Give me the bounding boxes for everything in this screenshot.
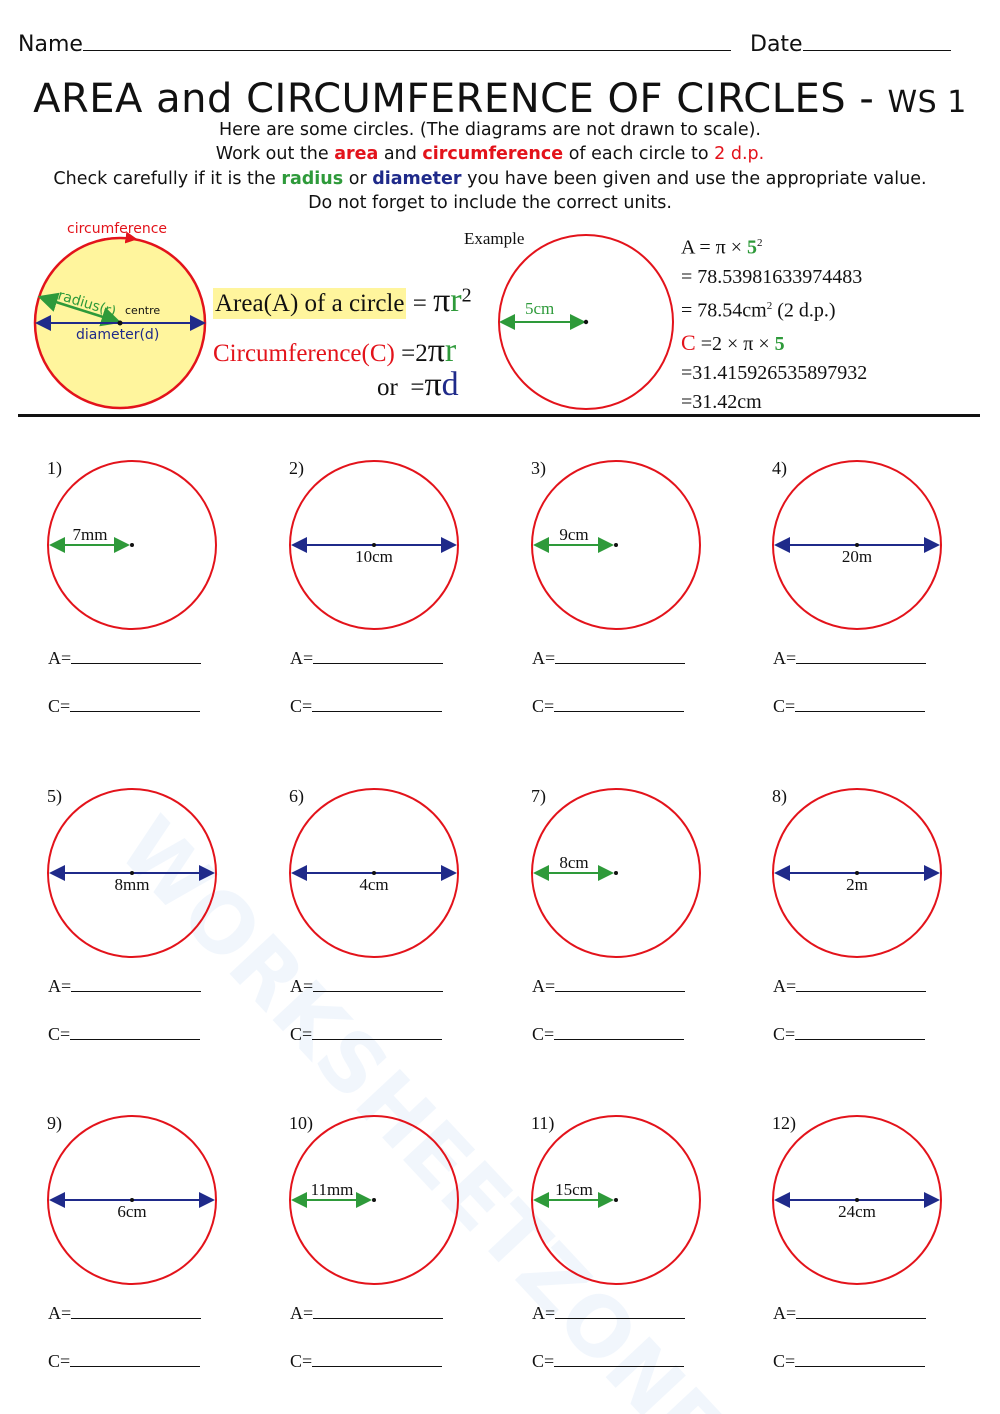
problem-circle: 20m: [772, 460, 942, 630]
instruction-line-4: Do not forget to include the correct uni…: [308, 193, 672, 213]
area-answer-field[interactable]: A=: [48, 648, 202, 669]
area-answer-field[interactable]: A=: [773, 976, 927, 997]
section-divider: [18, 414, 980, 417]
problem-number: 6): [289, 786, 304, 806]
diameter-label: 4cm: [359, 875, 388, 894]
area-formula: Area(A) of a circle = πr2: [213, 282, 472, 319]
problem-number: 2): [289, 458, 304, 478]
circle-parts-diagram: radius(r) centre diameter(d): [33, 215, 207, 410]
circumference-answer-field[interactable]: C=: [290, 1024, 443, 1045]
circumference-answer-field[interactable]: C=: [532, 1024, 685, 1045]
circumference-answer-field[interactable]: C=: [773, 696, 926, 717]
centre-label: centre: [125, 304, 160, 317]
radius-label: 8cm: [559, 853, 588, 872]
area-answer-field[interactable]: A=: [773, 648, 927, 669]
problem-circle: 4cm: [289, 788, 459, 958]
area-answer-field[interactable]: A=: [290, 1303, 444, 1324]
problem-number: 8): [772, 786, 787, 806]
instruction-line-1: Here are some circles. (The diagrams are…: [219, 120, 761, 140]
radius-label: 7mm: [73, 525, 108, 544]
date-label: Date: [750, 32, 803, 57]
area-answer-field[interactable]: A=: [290, 976, 444, 997]
diameter-label: 10cm: [355, 547, 393, 566]
example-circ-step-2: =31.415926535897932: [681, 362, 868, 385]
problem-number: 5): [47, 786, 62, 806]
circumference-answer-field[interactable]: C=: [290, 1351, 443, 1372]
problem-number: 4): [772, 458, 787, 478]
problem-circle: 8mm: [47, 788, 217, 958]
example-area-step-2: = 78.53981633974483: [681, 265, 863, 288]
problem-number: 3): [531, 458, 546, 478]
instruction-line-2: Work out the area and circumference of e…: [215, 144, 765, 164]
area-answer-field[interactable]: A=: [290, 648, 444, 669]
example-area-step-3: = 78.54cm2 (2 d.p.): [681, 299, 836, 322]
problem-circle: 10cm: [289, 460, 459, 630]
name-label: Name: [18, 32, 83, 57]
example-area-step-1: A = π × 52: [681, 236, 763, 259]
date-field[interactable]: Date: [750, 30, 951, 57]
example-circle: 5cm: [498, 234, 674, 410]
area-answer-field[interactable]: A=: [532, 976, 686, 997]
example-label: Example: [464, 229, 525, 248]
circumference-label: circumference: [67, 221, 168, 237]
problem-number: 12): [772, 1113, 796, 1133]
problem-circle: 9cm: [531, 460, 701, 630]
radius-label: 11mm: [311, 1180, 354, 1199]
diameter-label: 8mm: [115, 875, 150, 894]
problem-circle: 8cm: [531, 788, 701, 958]
circumference-answer-field[interactable]: C=: [532, 1351, 685, 1372]
circumference-formula: Circumference(C) =2πr: [213, 332, 457, 369]
circumference-answer-field[interactable]: C=: [773, 1351, 926, 1372]
instruction-line-3: Check carefully if it is the radius or d…: [53, 169, 927, 189]
area-answer-field[interactable]: A=: [532, 1303, 686, 1324]
problem-circle: 6cm: [47, 1115, 217, 1285]
radius-label: 9cm: [559, 525, 588, 544]
name-field[interactable]: Name: [18, 30, 731, 57]
circumference-answer-field[interactable]: C=: [532, 696, 685, 717]
problem-circle: 24cm: [772, 1115, 942, 1285]
example-circ-step-3: =31.42cm: [681, 391, 762, 414]
problem-number: 1): [47, 458, 62, 478]
area-answer-field[interactable]: A=: [48, 976, 202, 997]
example-radius-label: 5cm: [525, 299, 554, 318]
problem-circle: 7mm: [47, 460, 217, 630]
problem-circle: 15cm: [531, 1115, 701, 1285]
diameter-label: 6cm: [117, 1202, 146, 1221]
diameter-label: diameter(d): [76, 327, 159, 343]
problem-number: 10): [289, 1113, 313, 1133]
area-answer-field[interactable]: A=: [48, 1303, 202, 1324]
area-answer-field[interactable]: A=: [773, 1303, 927, 1324]
diameter-label: 24cm: [838, 1202, 876, 1221]
example-working: A = π × 52 = 78.53981633974483 = 78.54cm…: [681, 229, 867, 417]
diameter-label: 20m: [842, 547, 872, 566]
example-circ-step-1: C =2 × π × 5: [681, 330, 785, 356]
diameter-formula: or =πd: [377, 366, 459, 403]
problem-circle: 11mm: [289, 1115, 459, 1285]
circumference-answer-field[interactable]: C=: [48, 696, 201, 717]
circumference-answer-field[interactable]: C=: [48, 1351, 201, 1372]
area-answer-field[interactable]: A=: [532, 648, 686, 669]
problem-number: 7): [531, 786, 546, 806]
diameter-label: 2m: [846, 875, 868, 894]
circumference-answer-field[interactable]: C=: [48, 1024, 201, 1045]
problem-number: 11): [531, 1113, 555, 1133]
problem-number: 9): [47, 1113, 62, 1133]
page-title: AREA and CIRCUMFERENCE OF CIRCLES - WS 1: [33, 76, 967, 122]
radius-label: 15cm: [555, 1180, 593, 1199]
circumference-answer-field[interactable]: C=: [290, 696, 443, 717]
circumference-answer-field[interactable]: C=: [773, 1024, 926, 1045]
problem-circle: 2m: [772, 788, 942, 958]
